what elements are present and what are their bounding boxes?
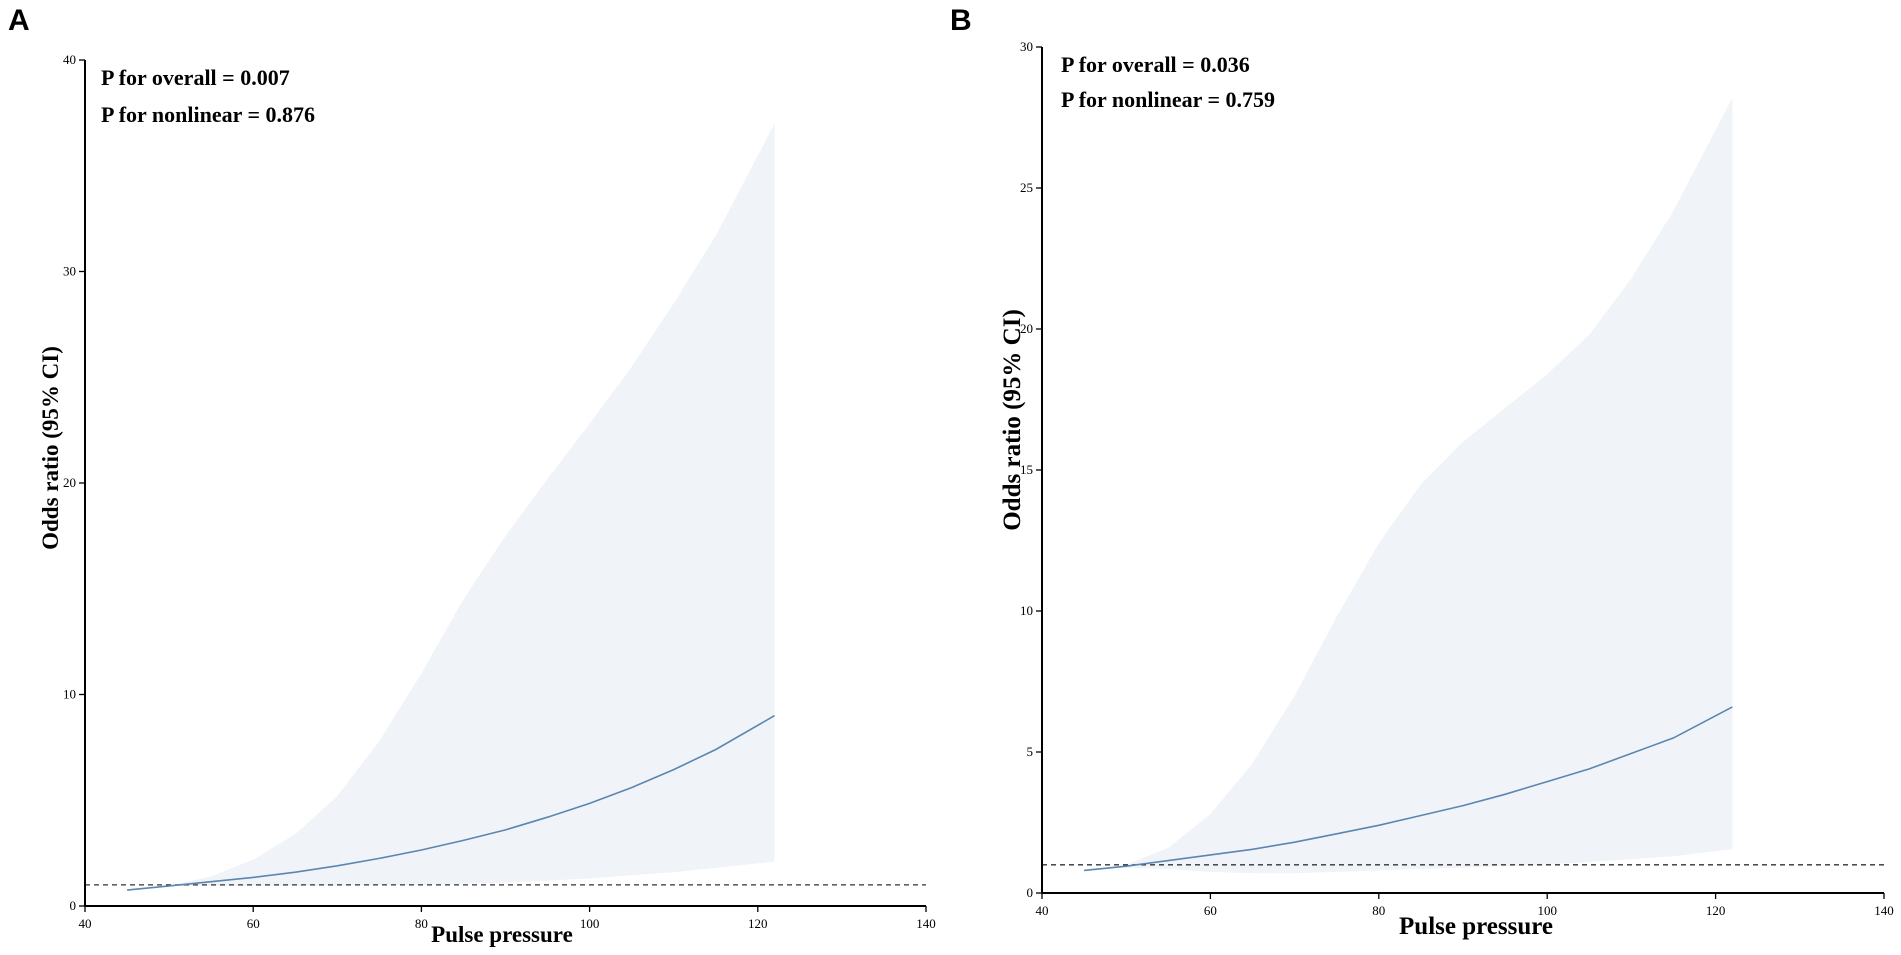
- panel-a-y-tick-label: 0: [70, 898, 77, 913]
- panel-b-x-axis-title: Pulse pressure: [1399, 913, 1553, 940]
- panel-a-p-nonlinear: P for nonlinear = 0.876: [101, 102, 315, 127]
- panel-b-y-tick-label: 15: [1020, 462, 1033, 477]
- panel-a-y-tick-label: 20: [63, 475, 76, 490]
- panel-a-x-tick-label: 60: [247, 916, 260, 931]
- panel-a-y-ticks: 0 10 20 30 40: [63, 52, 85, 913]
- panel-a-label: A: [8, 4, 30, 37]
- panel-a-x-tick-label: 140: [916, 916, 936, 931]
- panel-b-y-tick-label: 25: [1020, 180, 1033, 195]
- panel-b-y-tick-label: 5: [1027, 744, 1034, 759]
- panel-b-label: B: [950, 4, 972, 37]
- panel-b-y-tick-label: 10: [1020, 603, 1033, 618]
- panel-a-ci-band-area: [127, 123, 775, 891]
- panel-a-y-tick-label: 30: [63, 264, 76, 279]
- panel-a-y-axis-title: Odds ratio (95% CI): [38, 346, 63, 550]
- panel-a-x-axis-title: Pulse pressure: [431, 922, 573, 947]
- panel-a: A 40 60 80 100 120 140 0 10 20 30 40 P for overal…: [8, 4, 936, 947]
- panel-b-x-tick-label: 60: [1204, 903, 1217, 918]
- panel-b-x-tick-label: 120: [1706, 903, 1726, 918]
- panel-a-y-tick-label: 10: [63, 687, 76, 702]
- panel-a-x-ticks: 40 60 80 100 120 140: [79, 906, 936, 931]
- panel-b-y-axis-title: Odds ratio (95% CI): [999, 309, 1026, 531]
- panel-b: B 40 60 80 100 120 140 0 5 10 15 20 25 30 P for ove…: [950, 4, 1894, 940]
- panel-a-odds-ratio-curve: [127, 714, 775, 891]
- panel-b-x-tick-label: 40: [1036, 903, 1049, 918]
- panel-b-x-tick-label: 80: [1372, 903, 1385, 918]
- panel-b-p-nonlinear: P for nonlinear = 0.759: [1061, 87, 1275, 112]
- panel-a-x-tick-label: 80: [415, 916, 428, 931]
- panel-a-x-tick-label: 100: [580, 916, 600, 931]
- panel-b-y-tick-label: 0: [1027, 885, 1034, 900]
- panel-a-p-overall: P for overall = 0.007: [101, 65, 290, 90]
- panel-b-y-ticks: 0 5 10 15 20 25 30: [1020, 39, 1042, 900]
- panel-a-x-tick-label: 40: [79, 916, 92, 931]
- panel-b-odds-ratio-curve: [1084, 706, 1733, 872]
- panel-a-x-tick-label: 120: [748, 916, 768, 931]
- panel-b-x-ticks: 40 60 80 100 120 140: [1036, 893, 1894, 918]
- panel-b-x-tick-label: 100: [1537, 903, 1557, 918]
- panel-b-p-overall: P for overall = 0.036: [1061, 52, 1250, 77]
- panel-b-y-tick-label: 30: [1020, 39, 1033, 54]
- panel-b-x-tick-label: 140: [1874, 903, 1894, 918]
- panel-b-ci-band-area: [1084, 97, 1733, 874]
- panel-b-y-tick-label: 20: [1020, 321, 1033, 336]
- panel-a-y-tick-label: 40: [63, 52, 76, 67]
